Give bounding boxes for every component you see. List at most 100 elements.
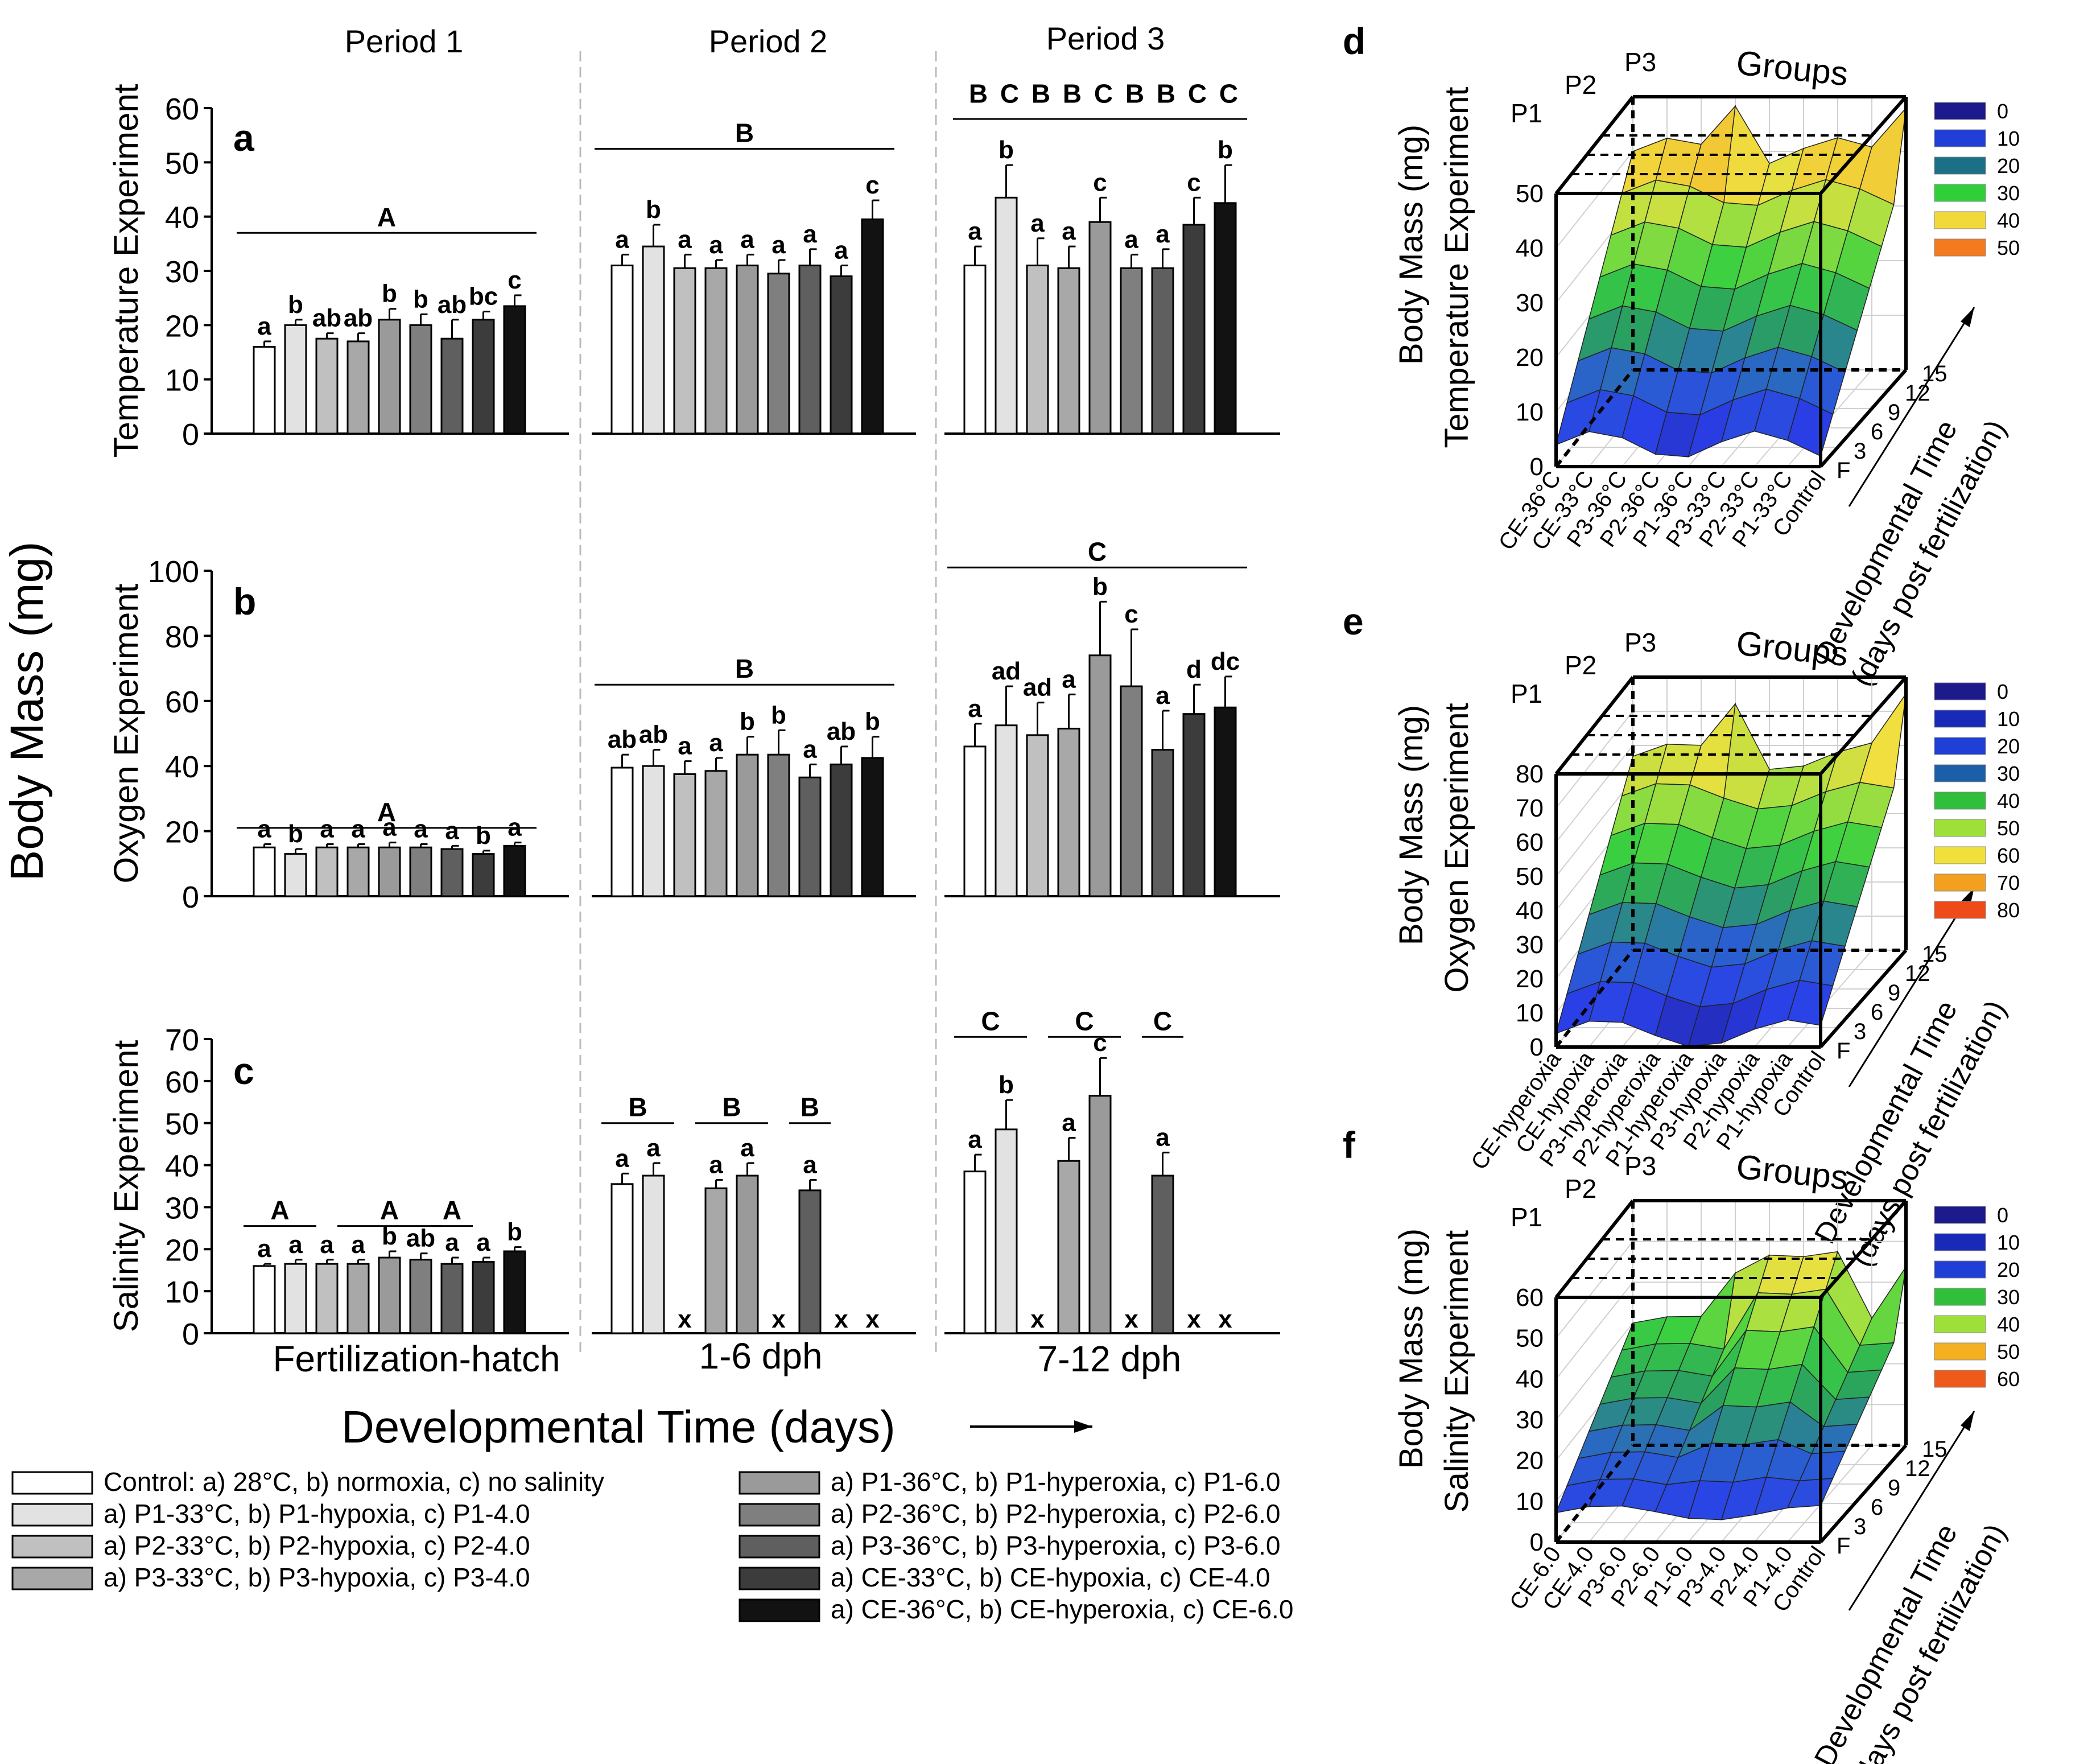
group-letter-b-1: B xyxy=(735,654,754,683)
bar-b-g2-5 xyxy=(1120,685,1143,897)
color-legend-swatch-f-2 xyxy=(1934,1260,1986,1279)
group-letter-c-7: C xyxy=(1075,1006,1094,1036)
xcat-7-12-dph: 7-12 dph xyxy=(1038,1338,1182,1379)
time-tick-d-0: F xyxy=(1837,458,1850,483)
sig-letter-a-g2-0: a xyxy=(968,217,982,245)
missing-mark-c-g2-8: x xyxy=(1218,1305,1232,1333)
sig-letter-a-g2-2: a xyxy=(1030,209,1045,237)
time-arrow-d xyxy=(1848,307,1975,507)
color-legend-value-e-4: 40 xyxy=(1997,789,2020,813)
sig-letter-b-g0-7: b xyxy=(476,822,491,850)
bar-a-g0-1 xyxy=(284,324,307,435)
z-tick-label-f: 20 xyxy=(1516,1447,1544,1475)
color-legend-value-e-6: 60 xyxy=(1997,844,2020,867)
bar-b-g0-5 xyxy=(409,846,432,897)
sig-letter-a-g1-2: a xyxy=(678,225,692,253)
bar-a-g2-5 xyxy=(1120,267,1143,435)
z-tick-label-f: 60 xyxy=(1516,1284,1544,1312)
z-tick-label-e: 40 xyxy=(1516,897,1544,925)
bar-a-g1-8 xyxy=(861,218,884,435)
sig-letter-c-g0-1: a xyxy=(288,1231,303,1259)
group-letter-c-4: B xyxy=(722,1093,741,1122)
sig-letter-c-g1-3: a xyxy=(709,1151,723,1178)
color-legend-swatch-e-8 xyxy=(1934,901,1986,919)
panel-label-f: f xyxy=(1343,1124,1356,1166)
z-tick-label-d: 0 xyxy=(1530,453,1544,481)
sig-letter-a-g2-8: b xyxy=(1218,136,1233,164)
color-legend-swatch-d-4 xyxy=(1934,211,1986,229)
time-arrow-f xyxy=(1848,1411,1975,1611)
bar-c-g2-4 xyxy=(1088,1095,1112,1334)
y-tick-label-c: 10 xyxy=(165,1275,199,1309)
legend-label-5: a) P2-36°C, b) P2-hyperoxia, c) P2-6.0 xyxy=(831,1499,1281,1528)
time-arrow-head-d xyxy=(1961,307,1974,327)
box-edge xyxy=(1819,369,1908,468)
legend-label-4: a) P1-36°C, b) P1-hyperoxia, c) P1-6.0 xyxy=(831,1467,1281,1497)
bar-a-g0-0 xyxy=(253,345,276,435)
color-legend-value-f-0: 0 xyxy=(1997,1204,2008,1227)
period-label-f-0: P1 xyxy=(1511,1202,1542,1232)
time-arrow-e xyxy=(1848,887,1975,1087)
top-letter-a-4: C xyxy=(1094,79,1113,108)
sig-letter-b-g2-0: a xyxy=(968,695,982,723)
color-legend-swatch-f-6 xyxy=(1934,1370,1986,1388)
time-tick-d-3: 9 xyxy=(1888,400,1900,425)
bar-b-g0-6 xyxy=(440,848,464,897)
group-letter-c-8: C xyxy=(1153,1006,1172,1036)
bar-a-g0-6 xyxy=(440,337,464,435)
box-edge xyxy=(1554,96,1635,195)
missing-mark-c-g2-2: x xyxy=(1030,1305,1045,1333)
y-tick-label-a: 60 xyxy=(165,92,199,126)
time-tick-d-1: 3 xyxy=(1854,439,1866,464)
missing-mark-c-g1-5: x xyxy=(771,1305,786,1333)
bar-a-g1-0 xyxy=(610,264,634,435)
sig-letter-b-g2-6: a xyxy=(1156,682,1170,710)
missing-mark-c-g1-7: x xyxy=(834,1305,848,1333)
y-tick-label-c: 60 xyxy=(165,1065,199,1099)
floor-grid xyxy=(1787,950,1872,1048)
sig-letter-c-g0-6: a xyxy=(445,1229,459,1256)
color-legend-swatch-e-4 xyxy=(1934,792,1986,810)
top-letter-a-6: B xyxy=(1157,79,1175,108)
z-tick-label-e: 80 xyxy=(1516,760,1544,788)
bar-a-g2-3 xyxy=(1057,267,1080,435)
sig-letter-a-g1-7: a xyxy=(834,236,848,264)
time-tick-e-0: F xyxy=(1837,1038,1850,1064)
z-tick-label-d: 20 xyxy=(1516,344,1544,372)
sig-letter-a-g2-1: b xyxy=(999,136,1014,164)
sig-letter-a-g0-2: ab xyxy=(312,304,341,332)
group-letter-c-3: B xyxy=(628,1093,647,1122)
z-tick-label-f: 50 xyxy=(1516,1325,1544,1353)
bar-c-g2-3 xyxy=(1057,1160,1080,1334)
top-letter-a-0: B xyxy=(969,79,988,108)
bar-a-g2-0 xyxy=(963,264,987,435)
top-letter-a-5: B xyxy=(1125,79,1144,108)
sig-letter-b-g2-8: dc xyxy=(1211,648,1240,675)
sidewall-hgrid xyxy=(1556,151,1633,249)
bar-b-g1-1 xyxy=(642,765,665,897)
bar-b-g2-8 xyxy=(1214,706,1237,897)
legend-swatch-8 xyxy=(738,1598,820,1622)
sidewall-hgrid xyxy=(1556,711,1633,809)
bar-a-g2-7 xyxy=(1182,224,1206,435)
bar-b-g1-8 xyxy=(861,757,884,897)
color-legend-value-f-5: 50 xyxy=(1997,1340,2020,1363)
y-label-b: Oxygen Experiment xyxy=(107,583,145,883)
bar-c-g1-3 xyxy=(704,1187,728,1334)
color-legend-value-d-0: 0 xyxy=(1997,100,2008,123)
sig-letter-c-g0-7: a xyxy=(476,1229,490,1256)
bar-b-g1-3 xyxy=(704,770,728,897)
surface-quad xyxy=(1859,693,1907,789)
sig-letter-a-g0-5: b xyxy=(413,285,428,313)
legend-swatch-6 xyxy=(738,1535,820,1559)
color-legend-value-d-2: 20 xyxy=(1997,154,2020,178)
time-tick-f-1: 3 xyxy=(1854,1514,1866,1539)
color-legend-value-f-3: 30 xyxy=(1997,1285,2020,1309)
color-legend-swatch-f-0 xyxy=(1934,1206,1986,1224)
y-tick-label-c: 20 xyxy=(165,1233,199,1267)
color-legend-swatch-d-3 xyxy=(1934,184,1986,202)
sig-letter-a-g2-3: a xyxy=(1062,217,1076,245)
sig-letter-c-g2-0: a xyxy=(968,1126,982,1153)
z-tick-label-e: 10 xyxy=(1516,999,1544,1027)
